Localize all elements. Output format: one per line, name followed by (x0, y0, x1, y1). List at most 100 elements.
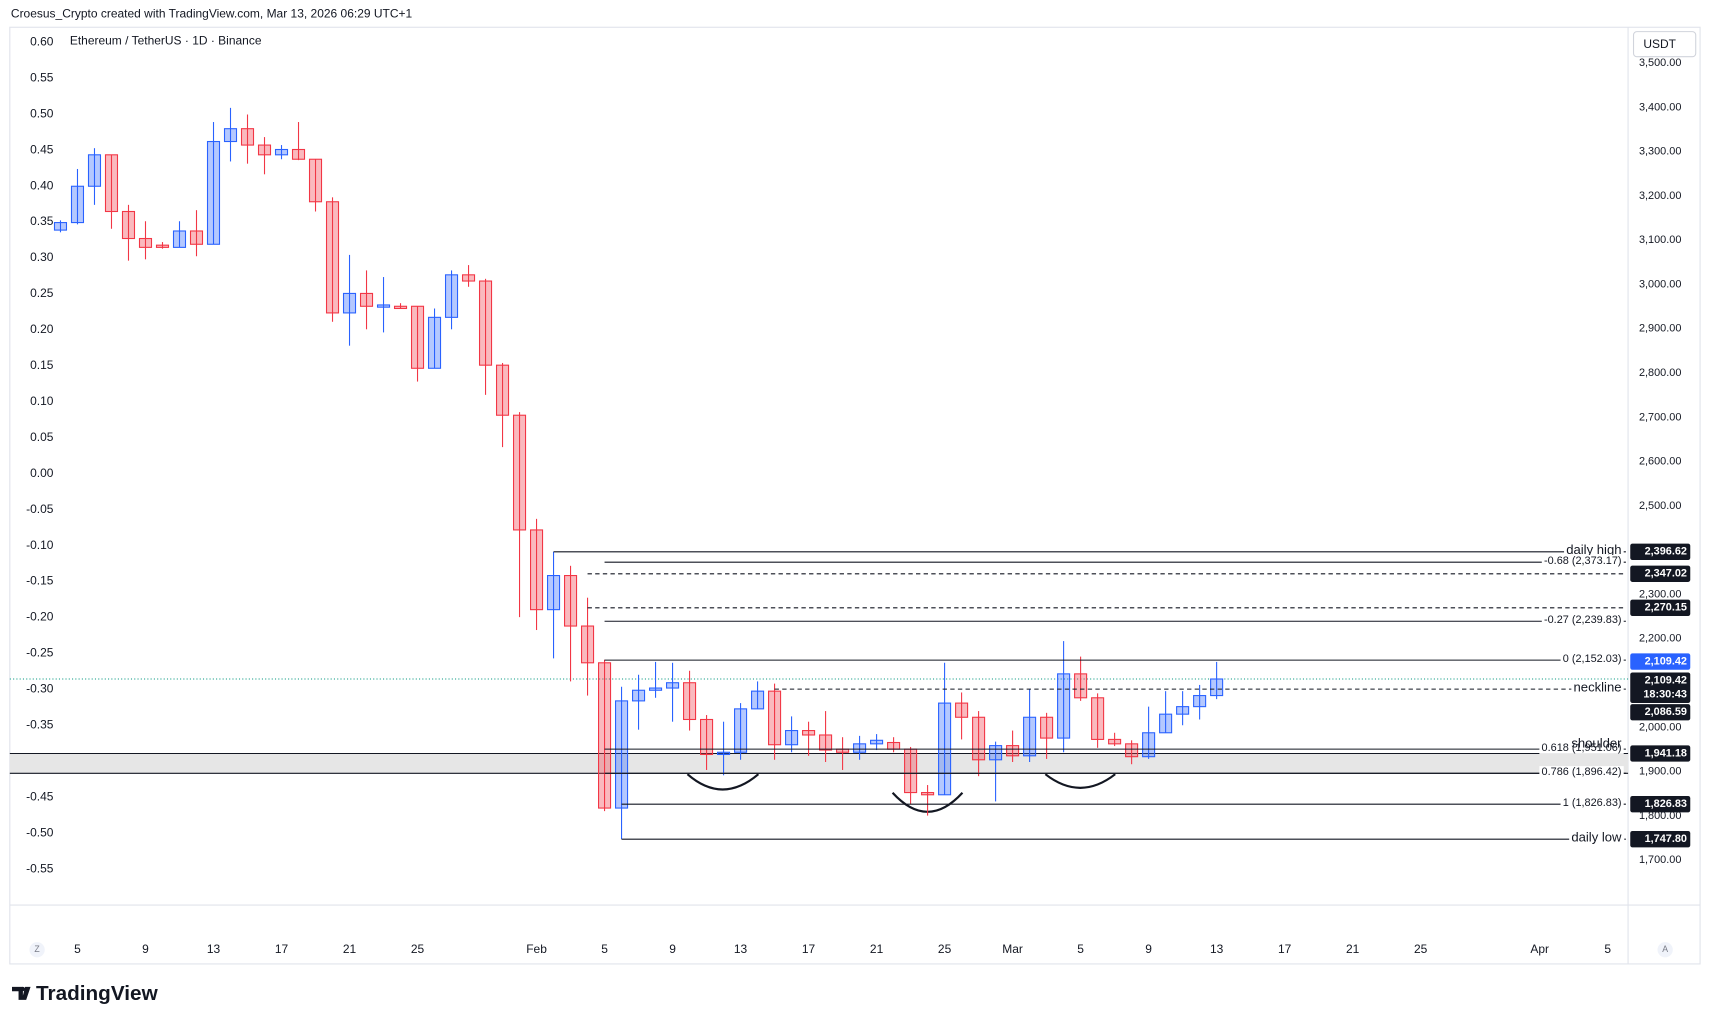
candle-body (393, 305, 408, 310)
candle-body (666, 682, 680, 689)
y2-tick-label: 0.10 (30, 394, 54, 408)
price-badge (1630, 599, 1691, 616)
x-tick-label: Apr (1530, 942, 1549, 956)
y2-tick-label: -0.05 (26, 502, 54, 516)
y2-tick-label: 0.40 (30, 178, 54, 192)
level-label: 0 (2,152.03) (1563, 653, 1622, 665)
x-tick-label: 17 (275, 942, 289, 956)
price-badge (1630, 543, 1691, 560)
level-label-bg (1564, 542, 1624, 558)
candle-body (427, 316, 442, 369)
price-badge (1630, 830, 1691, 848)
currency-label[interactable]: USDT (1643, 37, 1676, 51)
candle-body (853, 743, 867, 753)
axis-button-label[interactable]: A (1662, 944, 1668, 954)
candle-body (904, 748, 918, 794)
axis-button[interactable] (1657, 942, 1673, 958)
y2-tick-label: 0.05 (30, 430, 54, 444)
currency-button[interactable] (1632, 31, 1697, 58)
brand-name: TradingView (36, 982, 159, 1005)
y-tick-label: 1,900.00 (1639, 766, 1681, 778)
candle-body (1142, 732, 1156, 758)
current-price-badge (1630, 653, 1691, 670)
candle-body (921, 792, 935, 796)
y2-tick-label: 0.15 (30, 358, 54, 372)
y-tick-label: 2,700.00 (1639, 411, 1681, 423)
price-badge-label: 1,826.83 (1645, 798, 1687, 810)
candle-body (1074, 673, 1088, 699)
axis-button[interactable] (29, 942, 45, 958)
candle-body (1091, 697, 1105, 740)
y2-tick-label: -0.50 (26, 825, 54, 839)
y2-tick-label: -0.10 (26, 538, 54, 552)
y-tick-label: 3,400.00 (1639, 101, 1681, 113)
candle-body (751, 690, 765, 710)
x-tick-label: 9 (1145, 942, 1152, 956)
candle-body (512, 414, 527, 531)
candle-body (155, 244, 170, 248)
level-label: -0.68 (2,373.17) (1544, 555, 1622, 567)
level-label: 1 (1,826.83) (1563, 797, 1622, 809)
x-tick-label: 13 (734, 942, 748, 956)
candle-body (1108, 738, 1122, 745)
candle-body (461, 274, 476, 282)
y-tick-label: 3,100.00 (1639, 234, 1681, 246)
x-tick-label: 5 (74, 942, 81, 956)
candle-body (495, 364, 510, 416)
candle-body (1159, 713, 1173, 734)
x-tick-label: 5 (1604, 942, 1611, 956)
candle-body (819, 734, 833, 751)
x-tick-label: 5 (1077, 942, 1084, 956)
level-label-bg (1571, 679, 1624, 695)
candle-body (189, 230, 204, 245)
y2-tick-label: -0.15 (26, 574, 54, 588)
candle-body (359, 292, 374, 307)
y-tick-label: 2,200.00 (1639, 633, 1681, 645)
y-tick-label: 2,600.00 (1639, 456, 1681, 468)
candle-body (172, 230, 187, 248)
candle-body (223, 128, 238, 143)
candle-body (1006, 745, 1020, 757)
candle-body (1176, 706, 1190, 715)
axis-button-label[interactable]: Z (34, 944, 40, 954)
price-badge-label: 2,109.42 (1645, 675, 1687, 687)
price-badge-label: 1,747.80 (1645, 833, 1687, 845)
y2-tick-label: 0.25 (30, 286, 54, 300)
y-tick-label: 2,300.00 (1639, 588, 1681, 600)
y2-tick-label: -0.35 (26, 717, 54, 731)
candle-body (955, 702, 969, 718)
candle-body (581, 625, 595, 664)
level-label-bg (1539, 741, 1624, 754)
annotation: shoulder (1571, 735, 1622, 750)
price-badge (1630, 672, 1691, 703)
y2-tick-label: 0.20 (30, 322, 54, 336)
level-label: neckline (1574, 679, 1622, 694)
x-tick-label: 13 (1210, 942, 1224, 956)
y-tick-label: 3,200.00 (1639, 190, 1681, 202)
candle-body (1125, 743, 1139, 758)
candle-body (53, 222, 68, 231)
candle-body (257, 144, 272, 156)
y2-tick-label: -0.20 (26, 610, 54, 624)
x-tick-label: 25 (938, 942, 952, 956)
candle-body (989, 745, 1003, 761)
candle-body (632, 689, 646, 702)
x-tick-label: 13 (207, 942, 221, 956)
level-label-bg (1541, 554, 1624, 567)
level-label-bg (1560, 652, 1624, 665)
y-tick-label: 3,000.00 (1639, 278, 1681, 290)
level-label-bg (1569, 829, 1625, 845)
candle-body (87, 154, 102, 187)
level-label-bg (1560, 796, 1624, 809)
candle-body (870, 739, 884, 745)
y2-tick-label: 0.00 (30, 466, 54, 480)
candle-body (376, 304, 391, 308)
chart-title: Ethereum / TetherUS · 1D · Binance (70, 34, 262, 48)
price-badge-label: 2,347.02 (1645, 568, 1687, 580)
y2-tick-label: -0.30 (26, 682, 54, 696)
x-tick-label: 5 (601, 942, 608, 956)
current-price-label: 2,109.42 (1645, 655, 1687, 667)
price-badge (1630, 565, 1691, 582)
candle-body (785, 730, 799, 746)
candle-body (1057, 673, 1071, 739)
